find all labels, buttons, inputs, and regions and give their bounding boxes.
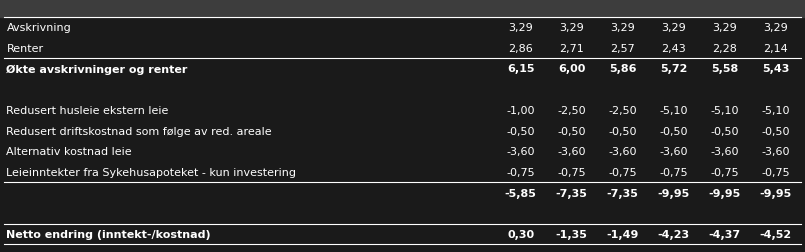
Text: -2,50: -2,50 xyxy=(609,105,637,115)
Text: 2,57: 2,57 xyxy=(610,44,635,53)
Text: 3,29: 3,29 xyxy=(712,23,737,33)
Text: Avskrivning: Avskrivning xyxy=(6,23,71,33)
Text: 0,30: 0,30 xyxy=(507,229,535,239)
Text: 3,29: 3,29 xyxy=(661,23,686,33)
Text: -5,10: -5,10 xyxy=(762,105,790,115)
Text: -3,60: -3,60 xyxy=(710,147,739,157)
Text: 3,29: 3,29 xyxy=(610,23,635,33)
Bar xyxy=(0,0,805,18)
Text: 3,29: 3,29 xyxy=(508,23,533,33)
Text: -0,75: -0,75 xyxy=(609,167,637,177)
Text: Redusert husleie ekstern leie: Redusert husleie ekstern leie xyxy=(6,105,169,115)
Text: 2,14: 2,14 xyxy=(763,44,788,53)
Text: 6,00: 6,00 xyxy=(558,64,585,74)
Text: -2,50: -2,50 xyxy=(557,105,586,115)
Text: -5,10: -5,10 xyxy=(710,105,739,115)
Text: Økte avskrivninger og renter: Økte avskrivninger og renter xyxy=(6,64,188,74)
Text: 2,28: 2,28 xyxy=(712,44,737,53)
Text: -0,50: -0,50 xyxy=(557,126,586,136)
Text: -3,60: -3,60 xyxy=(609,147,637,157)
Text: -9,95: -9,95 xyxy=(759,188,791,198)
Text: -4,52: -4,52 xyxy=(759,229,791,239)
Text: -0,50: -0,50 xyxy=(710,126,739,136)
Text: -1,00: -1,00 xyxy=(506,105,535,115)
Text: -0,50: -0,50 xyxy=(609,126,637,136)
Text: -3,60: -3,60 xyxy=(659,147,687,157)
Text: -9,95: -9,95 xyxy=(658,188,690,198)
Text: -1,35: -1,35 xyxy=(555,229,588,239)
Text: 3,29: 3,29 xyxy=(559,23,584,33)
Text: -3,60: -3,60 xyxy=(506,147,535,157)
Text: -5,10: -5,10 xyxy=(659,105,687,115)
Text: 5,58: 5,58 xyxy=(711,64,738,74)
Text: 5,86: 5,86 xyxy=(609,64,636,74)
Text: -0,75: -0,75 xyxy=(762,167,790,177)
Text: -4,37: -4,37 xyxy=(708,229,741,239)
Text: Alternativ kostnad leie: Alternativ kostnad leie xyxy=(6,147,132,157)
Text: -0,50: -0,50 xyxy=(506,126,535,136)
Text: Renter: Renter xyxy=(6,44,43,53)
Text: -0,50: -0,50 xyxy=(659,126,687,136)
Text: -1,49: -1,49 xyxy=(606,229,638,239)
Text: 6,15: 6,15 xyxy=(507,64,535,74)
Text: -9,95: -9,95 xyxy=(708,188,741,198)
Text: -7,35: -7,35 xyxy=(555,188,588,198)
Text: 3,29: 3,29 xyxy=(763,23,788,33)
Text: -0,75: -0,75 xyxy=(557,167,586,177)
Text: -3,60: -3,60 xyxy=(557,147,586,157)
Text: -0,50: -0,50 xyxy=(762,126,790,136)
Text: -5,85: -5,85 xyxy=(505,188,536,198)
Text: -3,60: -3,60 xyxy=(762,147,790,157)
Text: 5,72: 5,72 xyxy=(660,64,687,74)
Text: -0,75: -0,75 xyxy=(506,167,535,177)
Text: -4,23: -4,23 xyxy=(658,229,690,239)
Text: -7,35: -7,35 xyxy=(607,188,638,198)
Text: Netto endring (inntekt-/kostnad): Netto endring (inntekt-/kostnad) xyxy=(6,229,211,239)
Text: 2,43: 2,43 xyxy=(661,44,686,53)
Text: 5,43: 5,43 xyxy=(762,64,789,74)
Text: Leieinntekter fra Sykehusapoteket - kun investering: Leieinntekter fra Sykehusapoteket - kun … xyxy=(6,167,296,177)
Text: -0,75: -0,75 xyxy=(710,167,739,177)
Text: -0,75: -0,75 xyxy=(659,167,687,177)
Text: 2,86: 2,86 xyxy=(508,44,533,53)
Text: Redusert driftskostnad som følge av red. areale: Redusert driftskostnad som følge av red.… xyxy=(6,126,272,136)
Text: 2,71: 2,71 xyxy=(559,44,584,53)
